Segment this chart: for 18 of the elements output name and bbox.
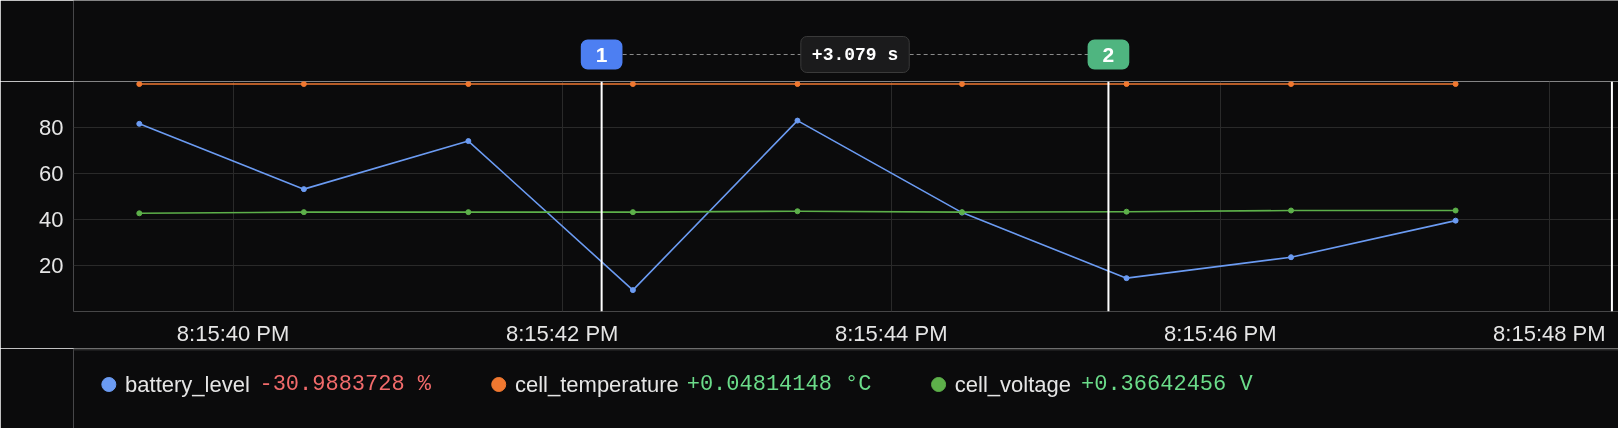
text: 1 <box>595 42 608 66</box>
x-tick-label: 8:15:44 PM <box>834 320 948 346</box>
x-tick-label: 8:15:46 PM <box>1164 320 1277 346</box>
x-tick-label: 8:15:40 PM <box>176 320 290 346</box>
y-tick-label: 40 <box>39 207 64 232</box>
legend-label: battery_level <box>125 372 250 397</box>
text: +0.36642456 V <box>1081 372 1254 397</box>
text: 2 <box>1102 42 1115 66</box>
x-tick-label: 8:15:42 PM <box>505 320 619 346</box>
text: +3.079 s <box>811 44 899 65</box>
legend-label: cell_temperature <box>514 372 679 397</box>
legend-label: cell_voltage <box>954 372 1071 397</box>
y-tick-label: 60 <box>39 161 64 186</box>
x-tick-label: 8:15:48 PM <box>1493 320 1606 346</box>
text: -30.9883728 % <box>259 372 432 397</box>
y-tick-label: 80 <box>39 115 64 140</box>
text: +0.04814148 °C <box>686 372 872 397</box>
y-tick-label: 20 <box>39 253 64 278</box>
